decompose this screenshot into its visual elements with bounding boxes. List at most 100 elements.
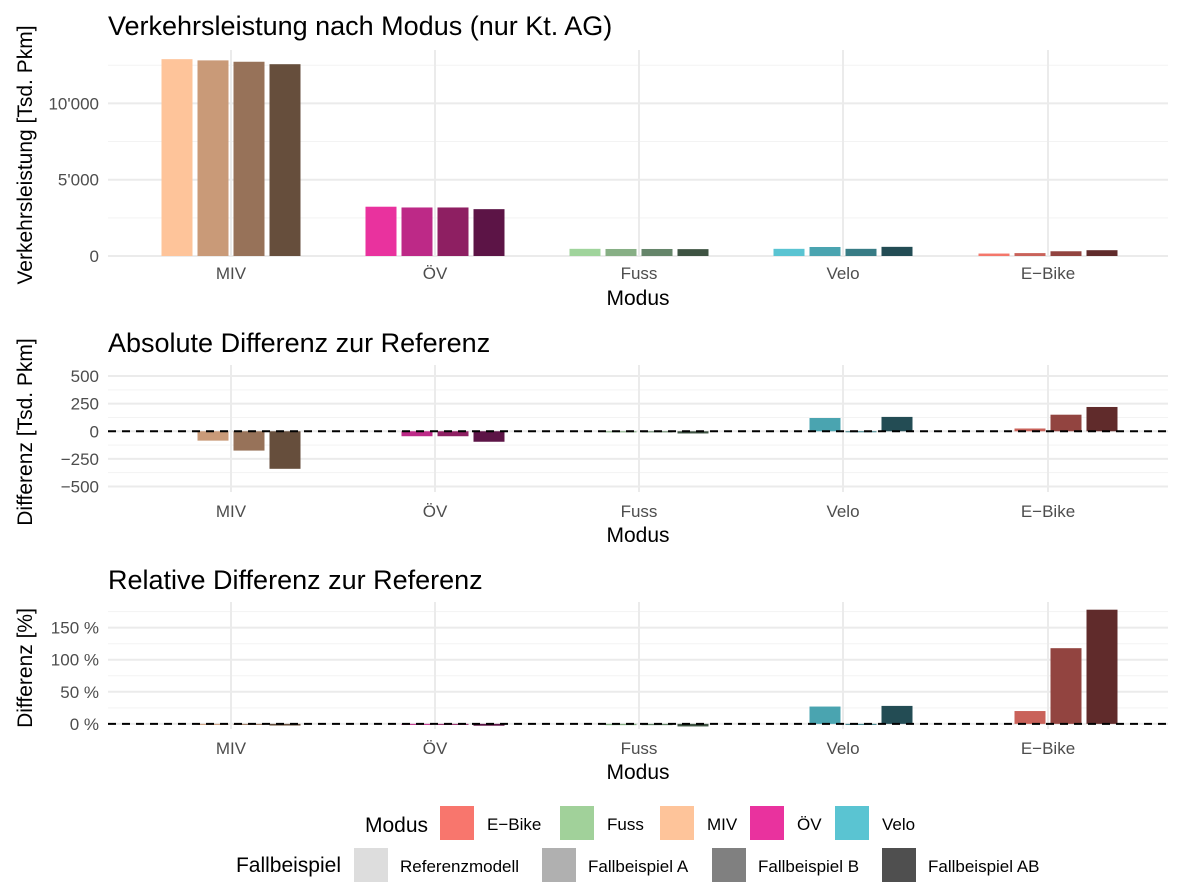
bar xyxy=(233,431,265,451)
panel-1-title: Verkehrsleistung nach Modus (nur Kt. AG) xyxy=(108,11,612,41)
bar xyxy=(1086,406,1118,432)
bar xyxy=(605,723,637,726)
panel-2-grid xyxy=(108,365,1168,492)
legend-modus-label: Velo xyxy=(882,815,915,834)
bar xyxy=(269,431,301,469)
bar xyxy=(197,431,229,441)
bar xyxy=(1014,253,1046,256)
bar xyxy=(1014,711,1046,724)
x-tick-label: Fuss xyxy=(621,264,658,283)
bar xyxy=(809,706,841,724)
bar xyxy=(809,246,841,256)
y-tick-label: 0 xyxy=(90,247,99,266)
panel-2-bars xyxy=(197,406,1118,469)
panel-1-y-axis-title: Verkehrsleistung [Tsd. Pkm] xyxy=(14,25,37,284)
legend-modus-swatch xyxy=(660,806,694,840)
bar xyxy=(677,723,709,727)
bar xyxy=(473,209,505,256)
legend-fallbeispiel-swatch xyxy=(712,848,746,882)
bar xyxy=(161,59,193,257)
x-tick-label: MIV xyxy=(216,739,247,758)
y-tick-label: 250 xyxy=(71,395,99,414)
legend-modus-swatch xyxy=(440,806,474,840)
legend: Modus E−Bike Fuss MIV ÖV Velo Fallbeispiel R… xyxy=(236,806,1040,882)
y-tick-label: −250 xyxy=(61,450,99,469)
panel-3-y-ticks: 0 % 50 % 100 % 150 % xyxy=(51,619,99,734)
bar xyxy=(1086,609,1118,724)
bar xyxy=(1086,250,1118,256)
y-tick-label: 100 % xyxy=(51,651,99,670)
bar xyxy=(197,60,229,256)
bar xyxy=(677,249,709,256)
bar xyxy=(437,431,469,437)
panel-3-title: Relative Differenz zur Referenz xyxy=(108,565,483,595)
panel-3-x-ticks: MIV ÖV Fuss Velo E−Bike xyxy=(216,739,1075,758)
x-tick-label: ÖV xyxy=(423,502,448,521)
bar xyxy=(569,248,601,256)
x-tick-label: E−Bike xyxy=(1021,739,1075,758)
legend-fallbeispiel-swatch xyxy=(354,848,388,882)
y-tick-label: 150 % xyxy=(51,619,99,638)
legend-modus-label: Fuss xyxy=(607,815,644,834)
panel-3-grid xyxy=(108,602,1168,729)
y-tick-label: −500 xyxy=(61,477,99,496)
bar xyxy=(269,723,301,726)
x-tick-label: MIV xyxy=(216,502,247,521)
x-tick-label: Fuss xyxy=(621,502,658,521)
x-tick-label: Velo xyxy=(826,264,859,283)
panel-absolute-differenz: Absolute Differenz zur Referenz −500 −250… xyxy=(14,328,1168,547)
bar xyxy=(401,431,433,437)
bar xyxy=(365,206,397,256)
y-tick-label: 500 xyxy=(71,367,99,386)
panel-1-grid xyxy=(108,50,1168,257)
panel-3-x-axis-title: Modus xyxy=(606,761,669,784)
legend-fallbeispiel-label: Fallbeispiel A xyxy=(588,857,689,876)
bar xyxy=(845,431,877,433)
bar xyxy=(1014,428,1046,432)
legend-modus-label: MIV xyxy=(707,815,738,834)
bar xyxy=(233,61,265,256)
legend-fallbeispiel-label: Fallbeispiel AB xyxy=(928,857,1040,876)
bar xyxy=(401,207,433,256)
bar xyxy=(881,416,913,432)
bar xyxy=(1050,251,1082,256)
y-tick-label: 5'000 xyxy=(58,171,99,190)
panel-1-x-ticks: MIV ÖV Fuss Velo E−Bike xyxy=(216,264,1075,283)
legend-modus-swatch xyxy=(835,806,869,840)
panel-verkehrsleistung: Verkehrsleistung nach Modus (nur Kt. AG)… xyxy=(14,11,1168,310)
panel-3-y-axis-title: Differenz [%] xyxy=(14,608,37,728)
x-tick-label: ÖV xyxy=(423,739,448,758)
legend-modus-swatch xyxy=(750,806,784,840)
panel-2-title: Absolute Differenz zur Referenz xyxy=(108,328,490,358)
legend-fallbeispiel-label: Fallbeispiel B xyxy=(758,857,859,876)
panel-2-y-axis-title: Differenz [Tsd. Pkm] xyxy=(14,338,37,526)
x-tick-label: E−Bike xyxy=(1021,264,1075,283)
x-tick-label: Fuss xyxy=(621,739,658,758)
panel-2-y-ticks: −500 −250 0 250 500 xyxy=(61,367,99,496)
legend-modus-title: Modus xyxy=(365,814,428,837)
panel-1-y-ticks: 0 5'000 10'000 xyxy=(48,94,99,266)
bar xyxy=(773,248,805,256)
legend-fallbeispiel-title: Fallbeispiel xyxy=(236,854,341,877)
legend-modus-label: E−Bike xyxy=(487,815,541,834)
panel-3-bars xyxy=(197,609,1118,727)
legend-fallbeispiel-label: Referenzmodell xyxy=(400,857,519,876)
legend-modus-swatch xyxy=(560,806,594,840)
bar xyxy=(605,248,637,256)
bar xyxy=(437,207,469,256)
y-tick-label: 50 % xyxy=(60,683,99,702)
panel-1-bars xyxy=(161,59,1118,257)
bar xyxy=(641,248,673,256)
bar xyxy=(473,431,505,442)
legend-fallbeispiel-swatch xyxy=(882,848,916,882)
bar xyxy=(845,723,877,725)
x-tick-label: E−Bike xyxy=(1021,502,1075,521)
panel-2-x-ticks: MIV ÖV Fuss Velo E−Bike xyxy=(216,502,1075,521)
bar xyxy=(437,723,469,725)
y-tick-label: 0 xyxy=(90,422,99,441)
y-tick-label: 0 % xyxy=(70,715,99,734)
legend-modus-items: E−Bike Fuss MIV ÖV Velo xyxy=(440,806,915,840)
panel-2-x-axis-title: Modus xyxy=(606,524,669,547)
bar xyxy=(881,246,913,256)
